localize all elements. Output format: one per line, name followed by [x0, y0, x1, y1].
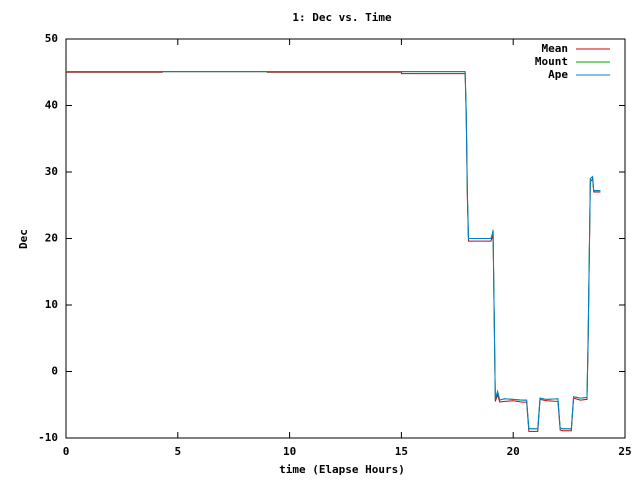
y-tick-label: 50 — [45, 32, 58, 45]
series-line — [66, 71, 601, 432]
x-axis-label: time (Elapse Hours) — [279, 463, 405, 476]
y-tick-label: -10 — [38, 431, 58, 444]
y-tick-label: 40 — [45, 99, 58, 112]
chart-title: 1: Dec vs. Time — [292, 11, 392, 24]
x-tick-label: 25 — [618, 445, 631, 458]
y-tick-label: 10 — [45, 298, 58, 311]
x-tick-label: 10 — [283, 445, 296, 458]
x-tick-label: 0 — [63, 445, 70, 458]
x-tick-label: 20 — [507, 445, 520, 458]
plot-border — [65, 38, 626, 439]
legend-label: Mean — [542, 42, 569, 55]
y-tick-label: 20 — [45, 232, 58, 245]
legend-label: Mount — [535, 55, 568, 68]
y-axis-label: Dec — [17, 229, 30, 249]
x-tick-label: 5 — [174, 445, 181, 458]
y-tick-label: 0 — [51, 365, 58, 378]
series-line — [66, 71, 601, 430]
series-line — [66, 71, 601, 430]
legend-label: Ape — [548, 68, 568, 81]
y-tick-label: 30 — [45, 165, 58, 178]
x-tick-label: 15 — [395, 445, 408, 458]
